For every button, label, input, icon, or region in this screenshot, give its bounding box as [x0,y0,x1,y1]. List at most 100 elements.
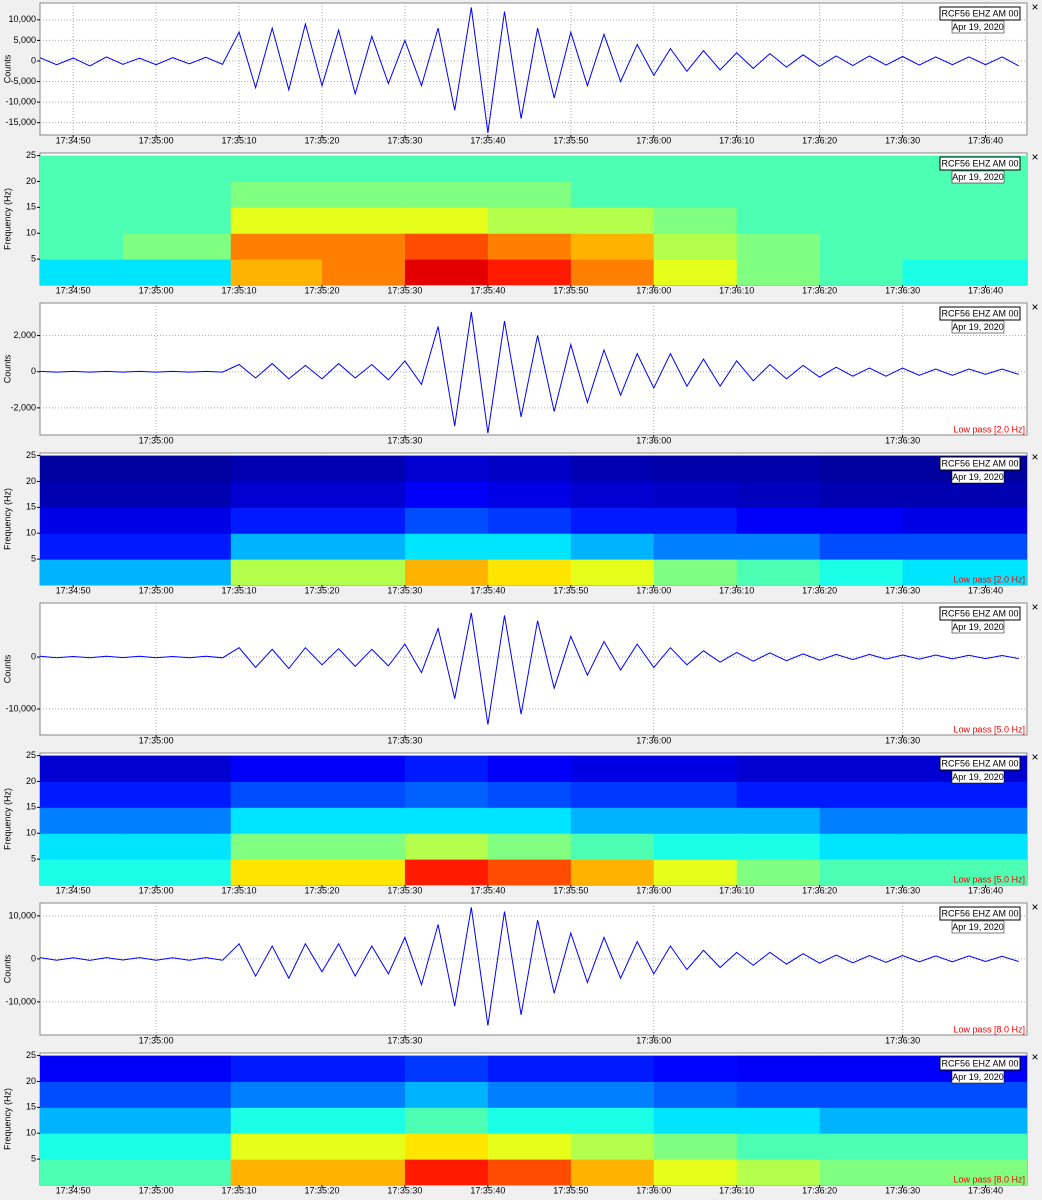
x-tick-label: 17:35:30 [387,585,422,595]
spectrogram-cell [40,455,124,482]
y-tick-label: 0 [31,55,36,65]
close-button[interactable]: × [1031,750,1038,764]
station-box [939,756,1021,771]
y-tick-label: -10,000 [5,96,36,106]
spectrogram-cell [736,259,821,285]
spectrogram-cell [230,507,323,534]
station-box [939,306,1021,321]
spectrogram-cell [40,181,124,208]
y-axis-label: Frequency (Hz) [2,788,12,850]
spectrogram-cell [487,559,572,585]
spectrogram-cell [322,1081,406,1108]
y-tick-label: -10,000 [5,703,36,713]
y-tick-label: 0 [31,953,36,963]
spectrogram-cell [404,181,489,208]
spectrogram-cell [322,859,406,885]
spectrogram-cell [570,859,655,885]
close-button[interactable]: × [1031,450,1038,464]
x-tick-label: 17:36:10 [719,585,754,595]
x-tick-label: 17:36:00 [636,1035,671,1045]
spectrogram-cell [653,1107,738,1134]
spectrogram-cell [819,807,904,834]
spectrogram-cell [230,833,323,860]
spectrogram-cell [40,481,124,508]
spectrogram-cell [40,559,124,585]
spectrogram-cell [487,233,572,260]
spectrogram-cell [653,781,738,808]
spectrogram-cell [487,259,572,285]
plot [40,1055,1027,1185]
spectrogram-cell [122,1055,232,1082]
x-tick-label: 17:35:50 [553,585,588,595]
y-tick-label: 25 [26,750,36,760]
plot [40,455,1027,585]
spectrogram-cell [487,1081,572,1108]
y-axis-label: Counts [2,354,12,383]
close-button[interactable]: × [1031,0,1038,14]
spectrogram-cell [122,1081,232,1108]
x-tick-label: 17:36:10 [719,135,754,145]
spectrogram-cell [736,207,821,234]
spectrogram-cell [570,1081,655,1108]
spectrogram-cell [322,181,406,208]
close-button[interactable]: × [1031,300,1038,314]
spectrogram-cell [819,233,904,260]
waveform [40,907,1019,1026]
spectrogram-cell [122,181,232,208]
spectrogram-cell [322,755,406,782]
y-axis-label: Frequency (Hz) [2,188,12,250]
spectrogram-cell [902,181,1027,208]
spectrogram-cell [902,1107,1027,1134]
spectrogram-cell [902,833,1027,860]
y-axis-label: Frequency (Hz) [2,1088,12,1150]
spectrogram-cell [819,859,904,885]
close-button[interactable]: × [1031,1050,1038,1064]
spectrogram-cell [819,1107,904,1134]
spectrogram-cell [653,807,738,834]
x-tick-label: 17:35:10 [222,285,257,295]
panel: 17:35:00 17:35:30 17:36:00 17:36:30 10,000 0 -… [2,900,1038,1045]
close-button[interactable]: × [1031,600,1038,614]
x-tick-label: 17:36:20 [802,285,837,295]
y-axis-label: Frequency (Hz) [2,488,12,550]
spectrogram-cell [736,507,821,534]
date-label: Apr 19, 2020 [952,772,1004,782]
spectrogram-cell [819,207,904,234]
y-tick-label: -15,000 [5,117,36,127]
date-box [951,20,1005,34]
spectrogram-cell [902,259,1027,285]
spectrogram-cell [487,455,572,482]
spectrogram-cell [736,807,821,834]
x-tick-label: 17:36:40 [968,135,1003,145]
spectrogram-cell [736,481,821,508]
spectrogram-cell [404,781,489,808]
spectrogram-cell [230,481,323,508]
plot-area [39,602,1028,736]
spectrogram-cell [230,755,323,782]
spectrogram-cell [902,233,1027,260]
spectrogram-cell [570,533,655,560]
panel: 17:34:50 17:35:00 17:35:10 17:35:20 17:35:30… [2,1050,1038,1195]
date-box [951,920,1005,934]
y-tick-label: 0 [31,366,36,376]
spectrogram-cell [322,1055,406,1082]
x-tick-label: 17:35:40 [470,585,505,595]
x-tick-label: 17:36:40 [968,585,1003,595]
spectrogram-cell [230,1159,323,1185]
spectrogram-cell [122,481,232,508]
spectrogram-cell [40,807,124,834]
spectrogram-cell [736,559,821,585]
close-button[interactable]: × [1031,900,1038,914]
y-axis-label: Counts [2,954,12,983]
close-button[interactable]: × [1031,150,1038,164]
x-tick-label: 17:35:30 [387,1035,422,1045]
spectrogram-cell [40,781,124,808]
y-tick-label: -2,000 [10,402,36,412]
y-tick-label: 10 [26,228,36,238]
spectrogram-cell [40,155,124,182]
x-tick-label: 17:35:40 [470,135,505,145]
spectrogram-cell [40,1055,124,1082]
spectrogram-cell [570,755,655,782]
spectrogram-cell [819,155,904,182]
spectrogram-cell [736,1107,821,1134]
